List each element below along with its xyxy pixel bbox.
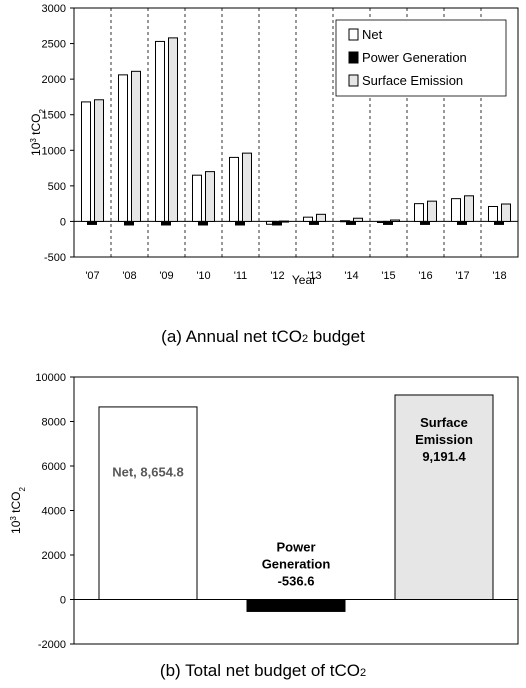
bar-data-label: Surface	[420, 415, 468, 430]
bar-power-generation	[309, 220, 319, 225]
x-tick-label: '14	[344, 270, 358, 282]
bar-power-generation	[124, 220, 134, 226]
x-tick-label: '12	[270, 270, 284, 282]
bar-net	[303, 216, 313, 222]
bar-power-generation	[457, 220, 467, 225]
bar-net	[414, 203, 424, 222]
bar-net	[81, 101, 91, 222]
bar-surface-emission	[427, 200, 437, 222]
y-tick-label: 2000	[42, 550, 66, 562]
bar-surface-emission	[94, 99, 104, 222]
legend-label: Power Generation	[362, 50, 467, 65]
bar-power-generation	[87, 220, 97, 225]
x-tick-label: '08	[122, 270, 136, 282]
legend-label: Net	[362, 27, 383, 42]
bar-net	[118, 74, 128, 222]
y-axis-label: 103 tCO2	[29, 108, 47, 155]
y-tick-label: -2000	[38, 639, 66, 651]
bar-net	[229, 156, 239, 222]
x-tick-label: '07	[85, 270, 99, 282]
total-chart: -2000 0 2000 4000 6000 8000 10000 Net, 8,654.8 P…	[9, 372, 519, 680]
legend-box	[335, 19, 507, 97]
legend-label: Surface Emission	[362, 73, 463, 88]
bar-data-label: Net, 8,654.8	[112, 464, 184, 479]
bar-surface-emission	[242, 152, 252, 222]
bar-power-generation	[494, 220, 504, 225]
bar-surface-emission	[353, 217, 363, 222]
x-axis-label: Year	[292, 273, 316, 287]
y-tick-label: 6000	[42, 461, 66, 473]
bar-surface-emission	[131, 70, 141, 222]
y-tick-label: 8000	[42, 417, 66, 429]
y-tick-label: 3000	[42, 3, 66, 15]
legend-swatch	[348, 28, 359, 41]
bar-surface-emission	[394, 394, 494, 601]
bar-net	[155, 40, 165, 222]
bar-surface-emission	[205, 171, 215, 222]
bar-net	[451, 198, 461, 222]
y-tick-label: 10000	[35, 372, 66, 384]
y-tick-label: 0	[60, 595, 66, 607]
bar-data-label: 9,191.4	[422, 449, 466, 464]
legend-swatch	[348, 74, 359, 87]
bar-data-label: Power	[276, 540, 315, 555]
y-tick-label: 2500	[42, 39, 66, 51]
bar-data-label: Emission	[415, 432, 473, 447]
y-tick-label: 2000	[42, 74, 66, 86]
bar-net	[488, 205, 498, 222]
y-tick-label: 1000	[42, 145, 66, 157]
x-tick-label: '10	[196, 270, 210, 282]
bar-surface-emission	[464, 195, 474, 222]
bar-power-generation	[272, 220, 282, 226]
bar-surface-emission	[501, 203, 511, 222]
bar-surface-emission	[390, 219, 400, 222]
bar-net	[192, 174, 202, 222]
bar-power-generation	[420, 220, 430, 225]
bar-surface-emission	[168, 37, 178, 222]
x-tick-label: '11	[234, 270, 248, 282]
y-tick-label: 0	[60, 216, 66, 228]
bar-power-generation	[346, 220, 356, 225]
x-tick-label: '15	[381, 270, 395, 282]
bar-surface-emission	[316, 213, 326, 222]
y-axis-label: 103 tCO2	[9, 486, 27, 533]
x-tick-label: '13	[307, 270, 321, 282]
legend: Net Power Generation Surface Emission	[335, 19, 507, 97]
bar-net	[98, 406, 198, 600]
x-tick-label: '17	[455, 270, 469, 282]
bar-power-generation	[246, 599, 346, 612]
y-tick-label: 500	[48, 181, 66, 193]
legend-swatch	[348, 51, 359, 64]
bar-data-label: Generation	[262, 557, 331, 572]
bar-power-generation	[198, 220, 208, 226]
bar-data-label: -536.6	[278, 574, 315, 589]
x-tick-label: '18	[492, 270, 506, 282]
y-tick-label: -500	[44, 252, 66, 264]
bar-surface-emission	[279, 220, 289, 223]
y-tick-label: 1500	[42, 110, 66, 122]
bar-power-generation	[383, 220, 393, 225]
x-tick-label: '16	[418, 270, 432, 282]
chart-caption: (a) Annual net tCO2 budget	[161, 327, 365, 346]
y-tick-label: 4000	[42, 506, 66, 518]
x-tick-label: '09	[159, 270, 173, 282]
bar-power-generation	[161, 220, 171, 226]
chart-caption: (b) Total net budget of tCO2	[160, 661, 366, 680]
annual-chart: -500 0 500 1000 1500 2000 2500 3000 '07 '08 '09 '10…	[29, 3, 519, 346]
bar-power-generation	[235, 220, 245, 226]
